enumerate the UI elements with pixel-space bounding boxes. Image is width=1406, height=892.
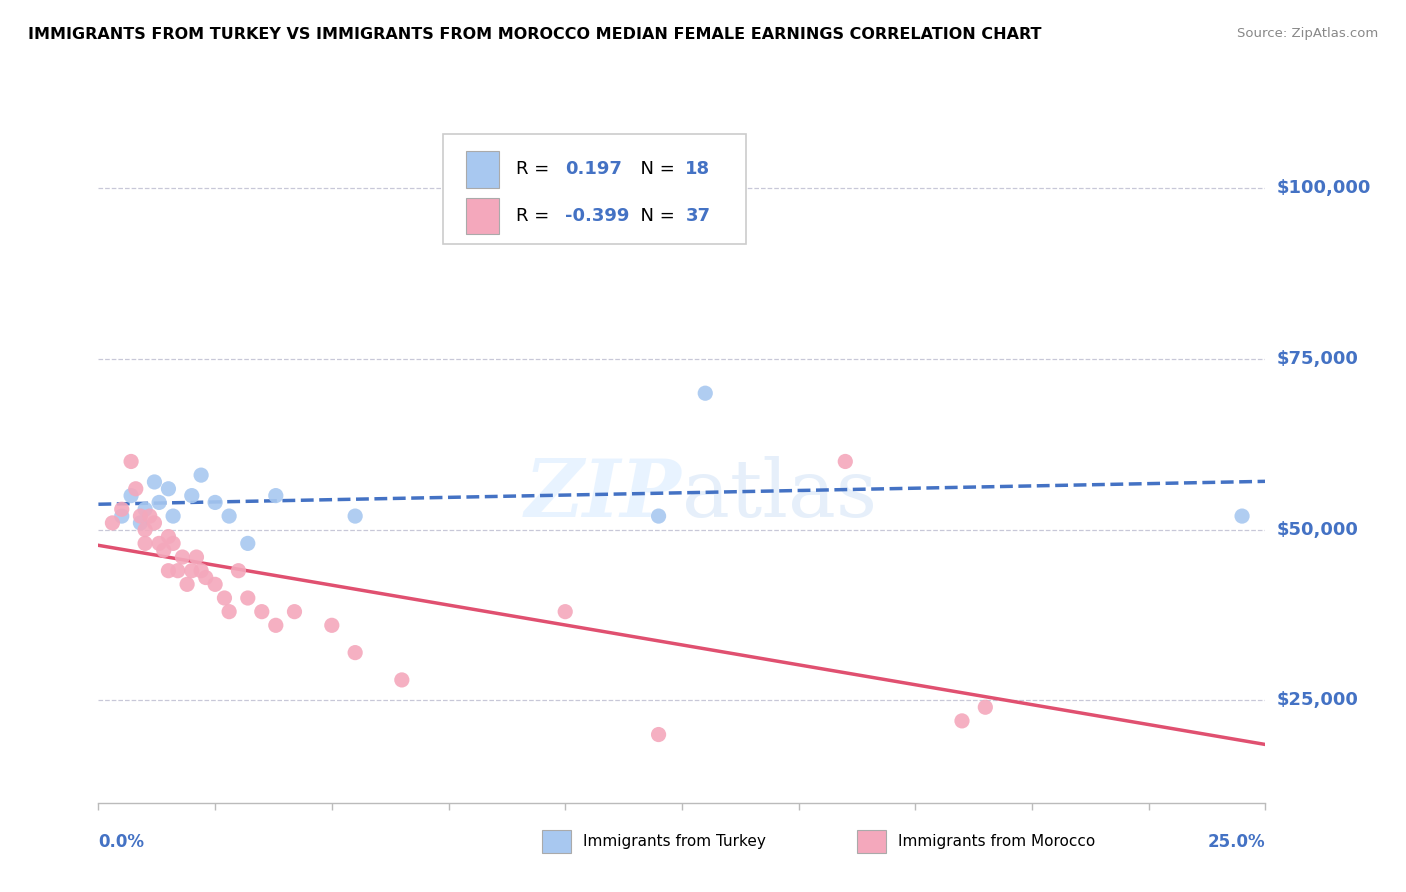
Point (134, 502, 156, 516)
Point (148, 536, 170, 550)
Point (190, 468, 212, 483)
Text: 37: 37 (685, 207, 710, 225)
Point (228, 564, 250, 578)
Point (218, 509, 240, 524)
Point (283, 605, 305, 619)
Point (143, 475, 166, 489)
Point (162, 509, 184, 524)
Point (134, 523, 156, 537)
Text: $75,000: $75,000 (1277, 350, 1358, 368)
Point (236, 591, 259, 605)
Point (101, 516, 124, 530)
Point (139, 509, 162, 524)
Point (166, 564, 188, 578)
Point (162, 536, 184, 550)
Point (129, 516, 152, 530)
Point (695, 386, 717, 401)
Point (120, 489, 142, 503)
Point (176, 577, 198, 591)
Point (194, 570, 217, 584)
Point (152, 543, 174, 558)
Point (157, 482, 180, 496)
Text: $100,000: $100,000 (1277, 179, 1371, 197)
Point (204, 577, 226, 591)
Bar (465, 198, 499, 235)
Text: 0.197: 0.197 (565, 161, 621, 178)
Text: 18: 18 (685, 161, 710, 178)
Text: 25.0%: 25.0% (1208, 833, 1265, 851)
Point (344, 646, 367, 660)
Text: atlas: atlas (682, 456, 877, 534)
Text: N =: N = (630, 207, 681, 225)
Point (264, 489, 287, 503)
Point (834, 454, 856, 468)
Point (190, 564, 212, 578)
Point (647, 727, 669, 741)
Point (129, 509, 152, 524)
Point (134, 536, 156, 550)
Bar (465, 151, 499, 187)
Text: -0.399: -0.399 (565, 207, 630, 225)
Text: R =: R = (516, 161, 555, 178)
Point (950, 714, 973, 728)
Point (143, 516, 166, 530)
Point (391, 673, 413, 687)
Bar (541, 830, 571, 853)
Text: IMMIGRANTS FROM TURKEY VS IMMIGRANTS FROM MOROCCO MEDIAN FEMALE EARNINGS CORRELA: IMMIGRANTS FROM TURKEY VS IMMIGRANTS FRO… (28, 27, 1042, 42)
Point (250, 605, 273, 619)
Point (172, 549, 194, 564)
Point (321, 618, 343, 632)
Point (218, 605, 240, 619)
Text: 0.0%: 0.0% (98, 833, 145, 851)
Point (236, 536, 259, 550)
Point (111, 502, 134, 516)
Point (344, 509, 367, 524)
Point (1230, 509, 1253, 524)
Text: Immigrants from Turkey: Immigrants from Turkey (582, 834, 766, 849)
Point (554, 605, 576, 619)
Point (180, 564, 202, 578)
Text: Immigrants from Morocco: Immigrants from Morocco (898, 834, 1095, 849)
Text: R =: R = (516, 207, 555, 225)
Point (125, 482, 148, 496)
Point (186, 549, 208, 564)
Text: $25,000: $25,000 (1277, 691, 1358, 709)
Text: Source: ZipAtlas.com: Source: ZipAtlas.com (1237, 27, 1378, 40)
Text: $50,000: $50,000 (1277, 521, 1358, 539)
Point (180, 489, 202, 503)
Point (214, 591, 236, 605)
Point (157, 564, 180, 578)
Point (148, 495, 170, 509)
Text: ZIP: ZIP (524, 457, 682, 533)
Point (111, 509, 134, 524)
Text: N =: N = (630, 161, 681, 178)
Point (974, 700, 997, 714)
Point (647, 509, 669, 524)
Point (204, 495, 226, 509)
Point (120, 454, 142, 468)
FancyBboxPatch shape (443, 134, 747, 244)
Bar (856, 830, 886, 853)
Point (157, 530, 180, 544)
Point (264, 618, 287, 632)
